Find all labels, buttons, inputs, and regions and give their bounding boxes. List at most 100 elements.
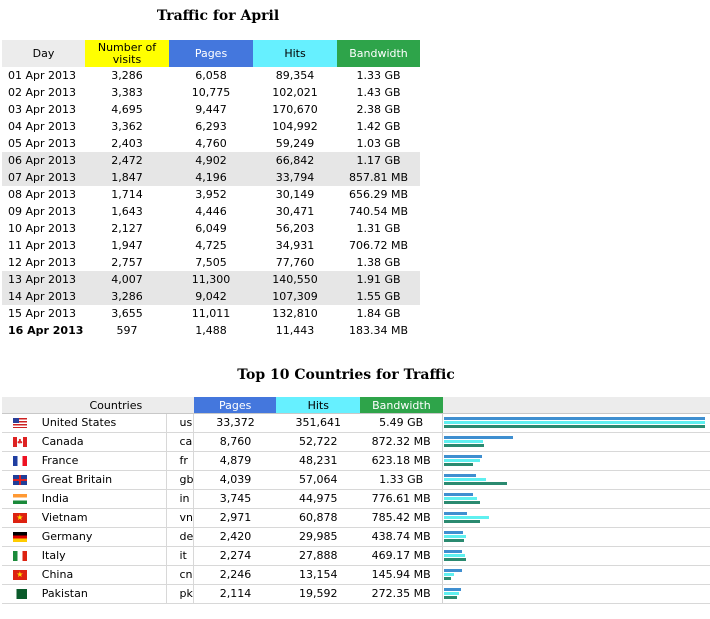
table-row: ★ Vietnam vn 2,971 60,878 785.42 MB [2,508,710,528]
day-cell: 11 Apr 2013 [8,239,77,252]
table-row: Germany de 2,420 29,985 438.74 MB [2,527,710,547]
hits-bar [444,459,481,462]
day-cell: 03 Apr 2013 [8,103,77,116]
country-pages-cell: 4,879 [193,451,277,471]
table-row: ★ China cn 2,246 13,154 145.94 MB [2,565,710,585]
pages-cell: 3,952 [195,188,227,201]
table-row: 07 Apr 2013 1,847 4,196 33,794 857.81 MB [2,169,420,186]
visits-cell: 3,286 [111,69,143,82]
country-hits-cell: 13,154 [276,565,361,585]
bandwidth-bar [444,425,706,428]
day-cell: 10 Apr 2013 [8,222,77,235]
bandwidth-cell: 656.29 MB [348,188,409,201]
table-row: 11 Apr 2013 1,947 4,725 34,931 706.72 MB [2,237,420,254]
country-bandwidth-cell: 872.32 MB [360,432,443,452]
country-bandwidth-cell: 145.94 MB [360,565,443,585]
bandwidth-cell: 1.17 GB [337,152,420,169]
pages-cell: 4,446 [195,205,227,218]
visits-cell: 1,947 [111,239,143,252]
table-row: Great Britain gb 4,039 57,064 1.33 GB [2,470,710,490]
country-bandwidth-cell: 785.42 MB [360,508,443,528]
country-code-cell: fr [166,451,195,471]
bandwidth-cell: 1.31 GB [356,222,401,235]
countries-column-header: Countries [37,397,194,414]
country-bandwidth-cell: 469.17 MB [360,546,443,566]
table-row: 05 Apr 2013 2,403 4,760 59,249 1.03 GB [2,135,420,152]
hits-cell: 30,149 [275,188,315,201]
country-pages-cell: 3,745 [193,489,277,509]
hits-bar [444,516,490,519]
visits-cell: 3,383 [111,86,143,99]
hits-cell: 34,931 [275,239,315,252]
hits-cell: 11,443 [275,324,315,337]
graph-cell [442,508,710,528]
country-pages-cell: 2,420 [193,527,277,547]
bandwidth-cell: 706.72 MB [348,239,409,252]
country-hits-cell: 29,985 [276,527,361,547]
hits-cell: 30,471 [275,205,315,218]
bandwidth-cell: 1.55 GB [337,288,420,305]
vn-flag-icon: ★ [12,513,27,523]
country-hits-cell: 44,975 [276,489,361,509]
day-cell: 13 Apr 2013 [2,271,85,288]
table-row: United States us 33,372 351,641 5.49 GB [2,413,710,433]
country-name-cell: Vietnam [37,508,168,528]
bandwidth-cell: 857.81 MB [337,169,420,186]
country-hits-cell: 57,064 [276,470,361,490]
table-row: ♣ Canada ca 8,760 52,722 872.32 MB [2,432,710,452]
bandwidth-bar [444,520,481,523]
countries-title: Top 10 Countries for Traffic [237,367,455,383]
country-code-cell: gb [166,470,195,490]
hits-bar [444,440,484,443]
hits-bar [444,592,460,595]
hits-bar [444,573,455,576]
hits-bar [444,497,478,500]
bandwidth-cell: 1.38 GB [356,256,401,269]
hits-cell: 59,249 [275,137,315,150]
bandwidth-cell: 740.54 MB [348,205,409,218]
pages-column-header: Pages [169,40,253,67]
flag-cell [2,546,38,566]
ca-flag-icon: ♣ [12,437,27,447]
pages-cell: 11,300 [169,271,253,288]
visits-cell: 4,695 [111,103,143,116]
graph-cell [442,489,710,509]
bandwidth-cell: 1.91 GB [337,271,420,288]
day-cell: 15 Apr 2013 [8,307,77,320]
graph-cell [442,546,710,566]
hits-cell: 104,992 [272,120,318,133]
bandwidth-column-header: Bandwidth [337,40,420,67]
country-pages-column-header: Pages [193,397,277,414]
pages-bar [444,512,468,515]
pk-flag-icon [12,589,27,599]
bandwidth-bar [444,501,481,504]
bandwidth-cell: 1.43 GB [356,86,401,99]
countries-table: Countries Pages Hits Bandwidth United St… [2,397,710,604]
bandwidth-cell: 183.34 MB [348,324,409,337]
country-pages-cell: 2,274 [193,546,277,566]
pages-bar [444,455,483,458]
graph-cell [442,413,710,433]
table-row: 10 Apr 2013 2,127 6,049 56,203 1.31 GB [2,220,420,237]
pages-cell: 9,447 [195,103,227,116]
country-hits-cell: 19,592 [276,584,361,604]
pages-cell: 4,725 [195,239,227,252]
graph-column-header [442,397,710,414]
bandwidth-bar [444,444,485,447]
daily-header-row: Day Number of visits Pages Hits Bandwidt… [2,40,420,67]
country-name-cell: China [37,565,168,585]
pages-cell: 7,505 [195,256,227,269]
country-bandwidth-cell: 272.35 MB [360,584,443,604]
table-row: 13 Apr 2013 4,007 11,300 140,550 1.91 GB [2,271,420,288]
gb-flag-icon [12,475,27,485]
country-name-cell: Pakistan [37,584,168,604]
table-row: 09 Apr 2013 1,643 4,446 30,471 740.54 MB [2,203,420,220]
day-cell: 16 Apr 2013 [8,324,84,337]
flag-cell: ★ [2,508,38,528]
day-cell: 06 Apr 2013 [2,152,85,169]
country-hits-cell: 52,722 [276,432,361,452]
table-row: 15 Apr 2013 3,655 11,011 132,810 1.84 GB [2,305,420,322]
country-name-cell: United States [37,413,168,433]
country-hits-cell: 60,878 [276,508,361,528]
bandwidth-cell: 2.38 GB [356,103,401,116]
